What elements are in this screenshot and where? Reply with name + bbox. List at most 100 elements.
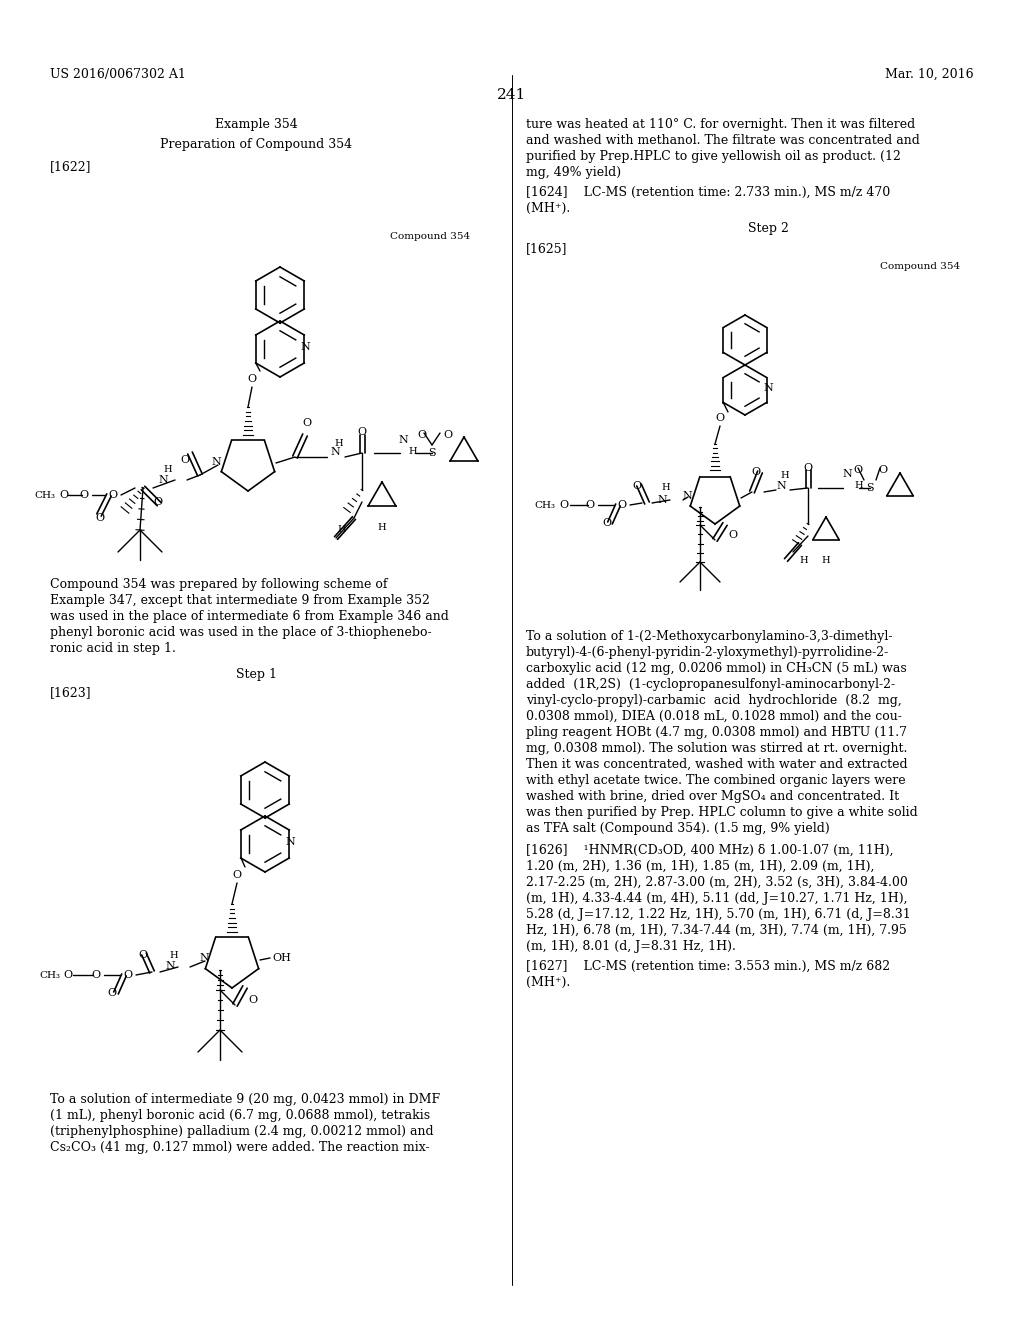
Text: N: N [330,447,340,457]
Text: O: O [853,465,862,475]
Text: washed with brine, dried over MgSO₄ and concentrated. It: washed with brine, dried over MgSO₄ and … [526,789,899,803]
Text: 0.0308 mmol), DIEA (0.018 mL, 0.1028 mmol) and the cou-: 0.0308 mmol), DIEA (0.018 mL, 0.1028 mmo… [526,710,902,723]
Text: [1622]: [1622] [50,160,91,173]
Text: O: O [633,480,642,491]
Text: N: N [285,837,295,847]
Text: To a solution of 1-(2-Methoxycarbonylamino-3,3-dimethyl-: To a solution of 1-(2-Methoxycarbonylami… [526,630,893,643]
Text: CH₃: CH₃ [534,500,555,510]
Text: was then purified by Prep. HPLC column to give a white solid: was then purified by Prep. HPLC column t… [526,807,918,818]
Text: N: N [165,961,175,972]
Text: O: O [716,413,725,422]
Text: H: H [854,480,862,490]
Text: N: N [158,475,168,484]
Text: O: O [108,987,117,998]
Text: US 2016/0067302 A1: US 2016/0067302 A1 [50,69,186,81]
Text: Mar. 10, 2016: Mar. 10, 2016 [886,69,974,81]
Text: N: N [398,436,408,445]
Text: (MH⁺).: (MH⁺). [526,202,570,215]
Text: Cs₂CO₃ (41 mg, 0.127 mmol) were added. The reaction mix-: Cs₂CO₃ (41 mg, 0.127 mmol) were added. T… [50,1140,430,1154]
Text: O: O [248,374,257,384]
Text: O: O [728,531,737,540]
Text: O: O [804,463,813,473]
Text: ronic acid in step 1.: ronic acid in step 1. [50,642,176,655]
Text: Then it was concentrated, washed with water and extracted: Then it was concentrated, washed with wa… [526,758,907,771]
Text: Step 1: Step 1 [236,668,276,681]
Text: O: O [180,455,189,465]
Text: O: O [58,490,68,500]
Text: N: N [211,457,221,467]
Text: mg, 0.0308 mmol). The solution was stirred at rt. overnight.: mg, 0.0308 mmol). The solution was stirr… [526,742,907,755]
Text: (m, 1H), 4.33-4.44 (m, 4H), 5.11 (dd, J=10.27, 1.71 Hz, 1H),: (m, 1H), 4.33-4.44 (m, 4H), 5.11 (dd, J=… [526,892,907,906]
Text: CH₃: CH₃ [39,970,60,979]
Text: O: O [302,418,311,428]
Text: N: N [682,491,692,502]
Text: S: S [866,483,873,492]
Text: O: O [248,995,257,1005]
Text: (triphenylphosphine) palladium (2.4 mg, 0.00212 mmol) and: (triphenylphosphine) palladium (2.4 mg, … [50,1125,433,1138]
Text: H: H [334,438,343,447]
Text: H: H [780,470,788,479]
Text: 241: 241 [498,88,526,102]
Text: [1627]    LC-MS (retention time: 3.553 min.), MS m/z 682: [1627] LC-MS (retention time: 3.553 min.… [526,960,890,973]
Text: N: N [199,953,209,964]
Text: N: N [763,383,773,393]
Text: (m, 1H), 8.01 (d, J=8.31 Hz, 1H).: (m, 1H), 8.01 (d, J=8.31 Hz, 1H). [526,940,736,953]
Text: 5.28 (d, J=17.12, 1.22 Hz, 1H), 5.70 (m, 1H), 6.71 (d, J=8.31: 5.28 (d, J=17.12, 1.22 Hz, 1H), 5.70 (m,… [526,908,910,921]
Text: O: O [95,513,104,523]
Text: butyryl)-4-(6-phenyl-pyridin-2-yloxymethyl)-pyrrolidine-2-: butyryl)-4-(6-phenyl-pyridin-2-yloxymeth… [526,645,889,659]
Text: H: H [408,447,417,457]
Text: Hz, 1H), 6.78 (m, 1H), 7.34-7.44 (m, 3H), 7.74 (m, 1H), 7.95: Hz, 1H), 6.78 (m, 1H), 7.34-7.44 (m, 3H)… [526,924,906,937]
Text: H: H [338,525,346,535]
Text: 2.17-2.25 (m, 2H), 2.87-3.00 (m, 2H), 3.52 (s, 3H), 3.84-4.00: 2.17-2.25 (m, 2H), 2.87-3.00 (m, 2H), 3.… [526,876,908,888]
Text: purified by Prep.HPLC to give yellowish oil as product. (12: purified by Prep.HPLC to give yellowish … [526,150,901,162]
Text: S: S [428,447,436,458]
Text: carboxylic acid (12 mg, 0.0206 mmol) in CH₃CN (5 mL) was: carboxylic acid (12 mg, 0.0206 mmol) in … [526,663,906,675]
Text: O: O [109,490,118,500]
Text: O: O [559,500,568,510]
Text: ture was heated at 110° C. for overnight. Then it was filtered: ture was heated at 110° C. for overnight… [526,117,915,131]
Text: H: H [821,556,830,565]
Text: Example 347, except that intermediate 9 from Example 352: Example 347, except that intermediate 9 … [50,594,430,607]
Text: O: O [617,500,627,510]
Text: phenyl boronic acid was used in the place of 3-thiophenebo-: phenyl boronic acid was used in the plac… [50,626,432,639]
Text: O: O [80,490,89,500]
Text: Compound 354: Compound 354 [390,232,470,242]
Text: To a solution of intermediate 9 (20 mg, 0.0423 mmol) in DMF: To a solution of intermediate 9 (20 mg, … [50,1093,440,1106]
Text: with ethyl acetate twice. The combined organic layers were: with ethyl acetate twice. The combined o… [526,774,905,787]
Text: N: N [842,469,852,479]
Text: O: O [232,870,242,880]
Text: O: O [586,500,595,510]
Text: Compound 354: Compound 354 [880,261,961,271]
Text: pling reagent HOBt (4.7 mg, 0.0308 mmol) and HBTU (11.7: pling reagent HOBt (4.7 mg, 0.0308 mmol)… [526,726,907,739]
Text: O: O [443,430,453,440]
Text: H: H [378,523,386,532]
Text: (MH⁺).: (MH⁺). [526,975,570,989]
Text: [1625]: [1625] [526,242,567,255]
Text: was used in the place of intermediate 6 from Example 346 and: was used in the place of intermediate 6 … [50,610,449,623]
Text: Compound 354 was prepared by following scheme of: Compound 354 was prepared by following s… [50,578,387,591]
Text: H: H [800,556,808,565]
Text: O: O [357,426,367,437]
Text: (1 mL), phenyl boronic acid (6.7 mg, 0.0688 mmol), tetrakis: (1 mL), phenyl boronic acid (6.7 mg, 0.0… [50,1109,430,1122]
Text: O: O [418,430,427,440]
Text: H: H [662,483,671,492]
Text: Step 2: Step 2 [748,222,788,235]
Text: OH: OH [272,953,291,964]
Text: [1623]: [1623] [50,686,91,700]
Text: H: H [170,950,178,960]
Text: O: O [602,517,611,528]
Text: O: O [154,498,163,507]
Text: vinyl-cyclo-propyl)-carbamic  acid  hydrochloride  (8.2  mg,: vinyl-cyclo-propyl)-carbamic acid hydroc… [526,694,902,708]
Text: [1626]    ¹HNMR(CD₃OD, 400 MHz) δ 1.00-1.07 (m, 11H),: [1626] ¹HNMR(CD₃OD, 400 MHz) δ 1.00-1.07… [526,843,894,857]
Text: 1.20 (m, 2H), 1.36 (m, 1H), 1.85 (m, 1H), 2.09 (m, 1H),: 1.20 (m, 2H), 1.36 (m, 1H), 1.85 (m, 1H)… [526,861,874,873]
Text: added  (1R,2S)  (1-cyclopropanesulfonyl-aminocarbonyl-2-: added (1R,2S) (1-cyclopropanesulfonyl-am… [526,678,895,690]
Text: N: N [776,480,785,491]
Text: [1624]    LC-MS (retention time: 2.733 min.), MS m/z 470: [1624] LC-MS (retention time: 2.733 min.… [526,186,890,199]
Text: N: N [300,342,310,352]
Text: mg, 49% yield): mg, 49% yield) [526,166,622,180]
Text: O: O [91,970,100,979]
Text: O: O [138,950,147,960]
Text: O: O [879,465,888,475]
Text: as TFA salt (Compound 354). (1.5 mg, 9% yield): as TFA salt (Compound 354). (1.5 mg, 9% … [526,822,829,836]
Text: H: H [164,466,172,474]
